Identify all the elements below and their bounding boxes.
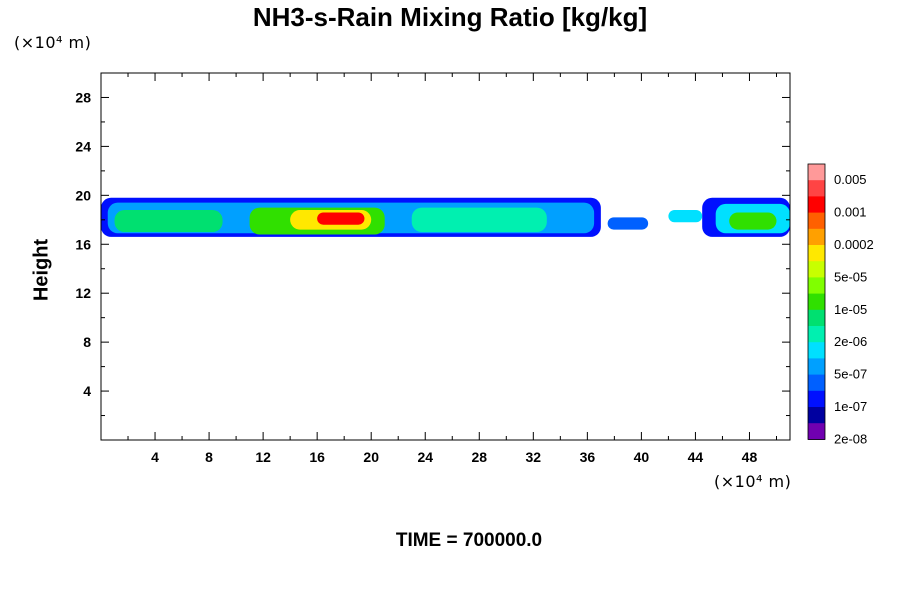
- colorbar-label: 5e-05: [834, 269, 867, 284]
- colorbar-swatch: [808, 212, 825, 230]
- colorbar-label: 0.005: [834, 172, 867, 187]
- colorbar-swatch: [808, 180, 825, 197]
- chart-title: NH3-s-Rain Mixing Ratio [kg/kg]: [252, 2, 648, 32]
- colorbar-frame: [807, 163, 826, 440]
- rain-blob-8: [607, 217, 649, 230]
- y-tick-label: 20: [75, 187, 91, 203]
- x-tick-label: 20: [363, 449, 379, 465]
- x-tick-label: 32: [526, 449, 542, 465]
- colorbar-label: 0.0002: [834, 237, 874, 252]
- x-tick-label: 16: [309, 449, 325, 465]
- x-unit-label: (×10⁴ m): [714, 472, 792, 491]
- y-tick-label: 16: [75, 236, 91, 252]
- x-tick-label: 48: [742, 449, 758, 465]
- x-tick-label: 28: [471, 449, 487, 465]
- y-unit-label: (×10⁴ m): [14, 33, 92, 52]
- colorbar-swatch: [808, 196, 825, 214]
- colorbar-swatch: [808, 245, 825, 262]
- x-tick-label: 40: [634, 449, 650, 465]
- colorbar: 0.005 0.001 0.0002 5e-05 1e-05 2e-06 5e-07 1e-0…: [807, 163, 874, 446]
- y-tick-label: 8: [83, 334, 91, 350]
- colorbar-swatch: [808, 277, 825, 295]
- x-tick-label: 24: [417, 449, 433, 465]
- y-tick-label: 24: [75, 138, 91, 154]
- y-tick-label: 28: [75, 89, 91, 105]
- x-tick-label: 8: [205, 449, 213, 465]
- colorbar-swatch: [808, 358, 825, 376]
- colorbar-swatch: [808, 407, 825, 424]
- y-tick-label: 12: [75, 285, 91, 301]
- rain-field: [101, 197, 790, 237]
- colorbar-label: 1e-07: [834, 399, 867, 414]
- colorbar-label: 0.001: [834, 205, 867, 220]
- colorbar-swatch: [808, 261, 825, 278]
- x-tick-label: 44: [688, 449, 704, 465]
- rain-blob-3: [114, 210, 223, 233]
- plot-area: [101, 197, 790, 237]
- y-tick-label: 4: [83, 383, 91, 399]
- colorbar-label: 5e-07: [834, 367, 867, 382]
- colorbar-swatch: [808, 309, 825, 327]
- colorbar-swatch: [808, 342, 825, 359]
- colorbar-label: 1e-05: [834, 302, 867, 317]
- colorbar-swatch: [808, 293, 825, 311]
- rain-blob-6: [317, 212, 365, 225]
- colorbar-swatch: [808, 374, 825, 392]
- colorbar-swatch: [808, 423, 825, 440]
- rain-blob-7: [411, 207, 547, 233]
- rain-blob-9: [668, 210, 703, 223]
- x-tick-label: 4: [151, 449, 159, 465]
- colorbar-label: 2e-06: [834, 334, 867, 349]
- time-label: TIME = 700000.0: [395, 530, 543, 551]
- plot-frame: [100, 72, 791, 441]
- colorbar-swatch: [808, 164, 825, 181]
- colorbar-swatch: [808, 228, 825, 246]
- colorbar-swatch: [808, 326, 825, 343]
- x-tick-label: 36: [580, 449, 596, 465]
- x-tick-label: 12: [255, 449, 271, 465]
- colorbar-swatch: [808, 390, 825, 408]
- rain-blob-12: [729, 212, 777, 230]
- colorbar-label: 2e-08: [834, 431, 867, 446]
